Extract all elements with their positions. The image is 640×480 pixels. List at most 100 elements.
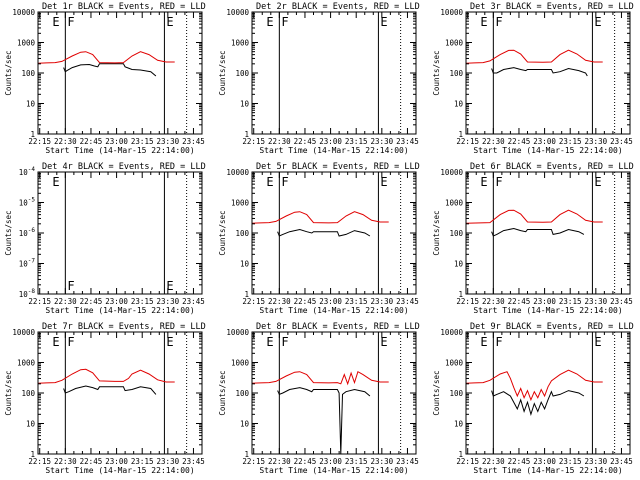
x-tick-label: 23:30 (371, 297, 394, 306)
x-tick-label: 23:00 (105, 297, 128, 306)
x-axis-label: Start Time (14-Mar-15 22:14:00) (45, 146, 194, 155)
y-tick-label: 1000 (231, 39, 250, 48)
flag-e-right: E (166, 335, 173, 349)
flag-f: F (67, 335, 74, 349)
chart-title: Det 5r BLACK = Events, RED = LLD (256, 162, 420, 172)
x-tick-label: 23:45 (182, 297, 205, 306)
y-tick-label: 1 (458, 290, 463, 299)
plot-frame (37, 11, 203, 135)
x-tick-label: 22:45 (80, 297, 103, 306)
x-tick-label: 22:15 (456, 457, 479, 466)
x-tick-label: 22:15 (28, 297, 51, 306)
y-tick-label: 1000 (231, 199, 250, 208)
x-tick-label: 23:00 (105, 137, 128, 146)
x-tick-label: 23:00 (319, 137, 342, 146)
y-tick-label: 10000 (440, 8, 463, 17)
y-tick-label: 10 (454, 420, 464, 429)
x-tick-label: 23:15 (345, 297, 368, 306)
flag-e-left: E (480, 15, 487, 29)
y-tick-label: 1000 (17, 359, 36, 368)
x-tick-label: 22:15 (242, 457, 265, 466)
x-tick-label: 23:45 (610, 297, 633, 306)
x-tick-label: 23:45 (182, 457, 205, 466)
flag-e-left: E (52, 335, 59, 349)
y-tick-label: 100 (235, 69, 249, 78)
x-tick-label: 22:30 (268, 137, 291, 146)
flag-f: F (67, 15, 74, 29)
x-tick-label: 23:30 (585, 457, 608, 466)
y-tick-label: 100 (235, 229, 249, 238)
y-tick-label: 10000 (226, 328, 249, 337)
x-tick-label: 22:45 (508, 297, 531, 306)
y-tick-label: 10 (454, 100, 464, 109)
x-axis-label: Start Time (14-Mar-15 22:14:00) (259, 466, 408, 475)
x-tick-label: 22:15 (456, 297, 479, 306)
y-tick-label: 1 (458, 450, 463, 459)
plot-frame (465, 171, 631, 295)
flag-e-right: E (380, 335, 387, 349)
x-tick-label: 23:30 (157, 137, 180, 146)
x-axis-label: Start Time (14-Mar-15 22:14:00) (259, 306, 408, 315)
y-axis-label: Counts/sec (218, 370, 227, 415)
x-tick-label: 22:45 (80, 457, 103, 466)
x-axis-label: Start Time (14-Mar-15 22:14:00) (45, 466, 194, 475)
y-tick-label: 1000 (445, 39, 464, 48)
y-tick-label: 10 (26, 100, 36, 109)
flag-f: F (67, 279, 74, 293)
x-tick-label: 22:45 (80, 137, 103, 146)
y-tick-label: 100 (21, 389, 35, 398)
x-tick-label: 23:00 (533, 457, 556, 466)
x-tick-label: 23:15 (559, 137, 582, 146)
y-tick-label: 10 (26, 420, 36, 429)
y-axis-label: Counts/sec (218, 50, 227, 95)
x-tick-label: 23:45 (610, 457, 633, 466)
chart-title: Det 1r BLACK = Events, RED = LLD (42, 2, 206, 12)
flag-f: F (495, 175, 502, 189)
chart-title: Det 9r BLACK = Events, RED = LLD (470, 322, 634, 332)
series-line-events (491, 227, 585, 237)
y-tick-label: 1 (244, 130, 249, 139)
chart-title: Det 6r BLACK = Events, RED = LLD (470, 162, 634, 172)
series-line-events (63, 63, 157, 77)
x-tick-label: 23:00 (105, 457, 128, 466)
flag-f: F (495, 15, 502, 29)
y-tick-label: 10000 (226, 8, 249, 17)
y-tick-label: 10-8 (19, 288, 36, 299)
series-line-events (277, 228, 371, 237)
x-tick-label: 22:30 (54, 297, 77, 306)
x-tick-label: 22:15 (28, 137, 51, 146)
chart-title: Det 3r BLACK = Events, RED = LLD (470, 2, 634, 12)
flag-f: F (281, 175, 288, 189)
x-tick-label: 22:15 (28, 457, 51, 466)
y-tick-label: 1 (244, 450, 249, 459)
y-tick-label: 10 (240, 260, 250, 269)
plot-frame (37, 171, 203, 295)
y-tick-label: 1000 (445, 359, 464, 368)
y-tick-label: 10 (240, 100, 250, 109)
x-axis-label: Start Time (14-Mar-15 22:14:00) (473, 466, 622, 475)
plot-frame (465, 11, 631, 135)
flag-e-right: E (594, 335, 601, 349)
x-tick-label: 23:30 (371, 137, 394, 146)
x-tick-label: 22:45 (508, 457, 531, 466)
chart-title: Det 7r BLACK = Events, RED = LLD (42, 322, 206, 332)
series-line-events (491, 67, 588, 77)
x-tick-label: 22:30 (482, 137, 505, 146)
y-axis-label: Counts/sec (432, 370, 441, 415)
x-tick-label: 23:30 (585, 137, 608, 146)
x-tick-label: 23:00 (319, 457, 342, 466)
x-axis-label: Start Time (14-Mar-15 22:14:00) (45, 306, 194, 315)
series-line-lld (38, 51, 175, 64)
x-tick-label: 23:45 (182, 137, 205, 146)
x-tick-label: 22:15 (242, 297, 265, 306)
y-axis-label: Counts/sec (432, 210, 441, 255)
chart-panel-4: Det 4r BLACK = Events, RED = LLD E F E 10-8 1… (4, 162, 206, 315)
flag-e-right: E (594, 175, 601, 189)
y-tick-label: 1 (244, 290, 249, 299)
y-tick-label: 1 (30, 450, 35, 459)
x-tick-label: 22:45 (508, 137, 531, 146)
plot-frame (251, 331, 417, 455)
